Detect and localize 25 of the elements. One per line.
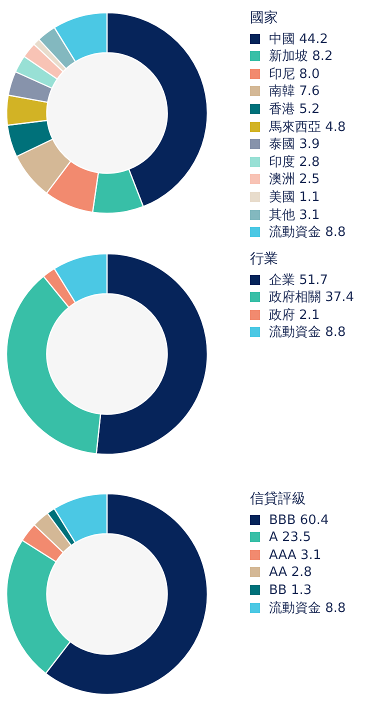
legend-title: 信貸評級: [250, 491, 307, 509]
legend-label: BBB 60.4: [269, 512, 329, 528]
legend-label: 流動資金 8.8: [269, 225, 346, 240]
legend-label: BB 1.3: [269, 582, 312, 598]
legend-label: 南韓 7.6: [269, 84, 320, 100]
legend-title: 國家: [250, 10, 279, 28]
legend-label: 印尼 8.0: [269, 66, 320, 82]
legend-label: AA 2.8: [269, 565, 312, 580]
legend-label: 中國 44.2: [269, 32, 328, 47]
legend-label: 政府 2.1: [269, 308, 320, 323]
legend-label: 流動資金 8.8: [269, 325, 346, 340]
legend-label: 澳洲 2.5: [269, 172, 320, 188]
legend-label: 印度 2.8: [269, 154, 320, 170]
legend-label: 企業 51.7: [269, 272, 328, 288]
legend-label: 其他 3.1: [269, 208, 320, 223]
legend-label: 流動資金 8.8: [269, 600, 346, 616]
legend-label: A 23.5: [269, 530, 311, 546]
legend-title: 行業: [250, 251, 279, 269]
legend-label: 新加坡 8.2: [269, 49, 333, 64]
legend-label: 政府相關 37.4: [269, 290, 354, 306]
legend-label: 香港 5.2: [269, 102, 320, 117]
legend-label: 馬來西亞 4.8: [269, 120, 346, 135]
legend-label: 美國 1.1: [269, 190, 320, 205]
legend-label: AAA 3.1: [269, 548, 322, 563]
legend-label: 泰國 3.9: [269, 137, 320, 152]
